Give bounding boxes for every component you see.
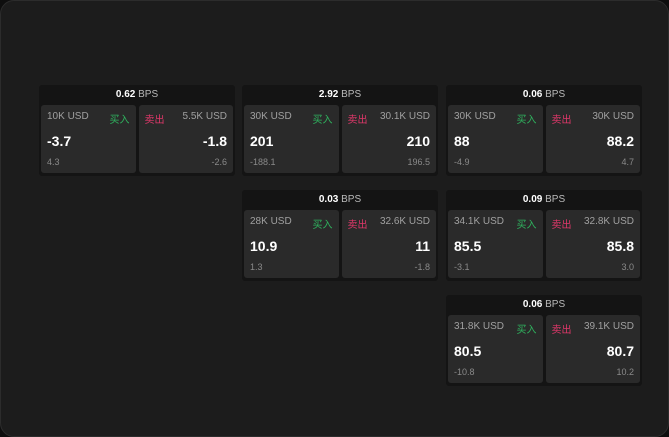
ask-price: 88.2 xyxy=(606,133,634,149)
ask-price: -1.8 xyxy=(202,133,227,149)
bid-change: 1.3 xyxy=(250,262,263,272)
bid-price: -3.7 xyxy=(47,133,72,149)
bid-size: 30K USD xyxy=(454,111,496,122)
sell-cell[interactable]: 卖出 30K USD 88.2 4.7 xyxy=(545,105,640,173)
ask-size: 30.1K USD xyxy=(379,111,430,122)
bid-price: 88 xyxy=(454,133,470,149)
buy-cell[interactable]: 28K USD 买入 10.9 1.3 xyxy=(244,210,339,278)
spread-header: 0.09 BPS xyxy=(446,190,642,210)
sell-cell[interactable]: 卖出 30.1K USD 210 196.5 xyxy=(341,105,436,173)
spread-unit: BPS xyxy=(138,89,159,100)
bid-change: -4.9 xyxy=(454,157,470,167)
ask-change: -2.6 xyxy=(211,157,227,167)
bid-change: -3.1 xyxy=(454,262,470,272)
spread-unit: BPS xyxy=(341,89,362,100)
sell-cell[interactable]: 卖出 32.8K USD 85.8 3.0 xyxy=(545,210,640,278)
sell-label: 卖出 xyxy=(551,325,572,336)
bid-size: 34.1K USD xyxy=(454,216,505,227)
spread-unit: BPS xyxy=(545,89,566,100)
spread-header: 0.03 BPS xyxy=(242,190,438,210)
quote-card: 0.62 BPS 10K USD 买入 -3.7 4.3 卖出 5.5K USD -… xyxy=(39,85,235,176)
buy-label: 买入 xyxy=(516,220,537,231)
spread-header: 2.92 BPS xyxy=(242,85,438,105)
spread-value: 0.09 xyxy=(522,194,543,205)
bid-price: 80.5 xyxy=(454,343,482,359)
spread-value: 0.03 xyxy=(318,194,339,205)
sell-label: 卖出 xyxy=(551,115,572,126)
sell-label: 卖出 xyxy=(347,220,368,231)
ask-size: 32.6K USD xyxy=(379,216,430,227)
ask-price: 210 xyxy=(406,133,430,149)
ask-size: 32.8K USD xyxy=(583,216,634,227)
quote-card: 0.06 BPS 31.8K USD 买入 80.5 -10.8 卖出 39.1K … xyxy=(446,295,642,386)
ask-price: 11 xyxy=(415,238,430,254)
ask-change: -1.8 xyxy=(414,262,430,272)
spread-value: 0.62 xyxy=(115,89,136,100)
sell-label: 卖出 xyxy=(551,220,572,231)
sell-label: 卖出 xyxy=(347,115,368,126)
buy-cell[interactable]: 10K USD 买入 -3.7 4.3 xyxy=(41,105,136,173)
quote-card: 2.92 BPS 30K USD 买入 201 -188.1 卖出 30.1K US… xyxy=(242,85,438,176)
ask-size: 5.5K USD xyxy=(182,111,227,122)
sell-cell[interactable]: 卖出 39.1K USD 80.7 10.2 xyxy=(545,315,640,383)
spread-unit: BPS xyxy=(545,194,566,205)
sell-cell[interactable]: 卖出 5.5K USD -1.8 -2.6 xyxy=(138,105,233,173)
spread-header: 0.06 BPS xyxy=(446,85,642,105)
buy-cell[interactable]: 30K USD 买入 201 -188.1 xyxy=(244,105,339,173)
spread-header: 0.06 BPS xyxy=(446,295,642,315)
buy-label: 买入 xyxy=(312,220,333,231)
bid-change: -188.1 xyxy=(250,157,276,167)
ask-change: 3.0 xyxy=(621,262,634,272)
spread-value: 0.06 xyxy=(522,89,543,100)
spread-unit: BPS xyxy=(545,299,566,310)
sell-label: 卖出 xyxy=(144,115,165,126)
ask-size: 39.1K USD xyxy=(583,321,634,332)
ask-change: 10.2 xyxy=(616,367,634,377)
spread-unit: BPS xyxy=(341,194,362,205)
ask-change: 196.5 xyxy=(407,157,430,167)
spread-value: 0.06 xyxy=(522,299,543,310)
bid-change: -10.8 xyxy=(454,367,475,377)
spread-value: 2.92 xyxy=(318,89,339,100)
quote-card: 0.09 BPS 34.1K USD 买入 85.5 -3.1 卖出 32.8K U… xyxy=(446,190,642,281)
bid-price: 10.9 xyxy=(250,238,278,254)
buy-label: 买入 xyxy=(312,115,333,126)
bid-price: 201 xyxy=(250,133,274,149)
bid-price: 85.5 xyxy=(454,238,482,254)
buy-cell[interactable]: 31.8K USD 买入 80.5 -10.8 xyxy=(448,315,543,383)
spread-header: 0.62 BPS xyxy=(39,85,235,105)
ask-price: 85.8 xyxy=(606,238,634,254)
bid-size: 10K USD xyxy=(47,111,89,122)
ask-price: 80.7 xyxy=(606,343,634,359)
bid-change: 4.3 xyxy=(47,157,60,167)
buy-label: 买入 xyxy=(109,115,130,126)
ask-change: 4.7 xyxy=(621,157,634,167)
quote-card: 0.03 BPS 28K USD 买入 10.9 1.3 卖出 32.6K USD … xyxy=(242,190,438,281)
buy-cell[interactable]: 30K USD 买入 88 -4.9 xyxy=(448,105,543,173)
bid-size: 28K USD xyxy=(250,216,292,227)
quote-card: 0.06 BPS 30K USD 买入 88 -4.9 卖出 30K USD 88.… xyxy=(446,85,642,176)
buy-label: 买入 xyxy=(516,325,537,336)
buy-label: 买入 xyxy=(516,115,537,126)
ask-size: 30K USD xyxy=(592,111,634,122)
bid-size: 30K USD xyxy=(250,111,292,122)
buy-cell[interactable]: 34.1K USD 买入 85.5 -3.1 xyxy=(448,210,543,278)
bid-size: 31.8K USD xyxy=(454,321,505,332)
sell-cell[interactable]: 卖出 32.6K USD 11 -1.8 xyxy=(341,210,436,278)
